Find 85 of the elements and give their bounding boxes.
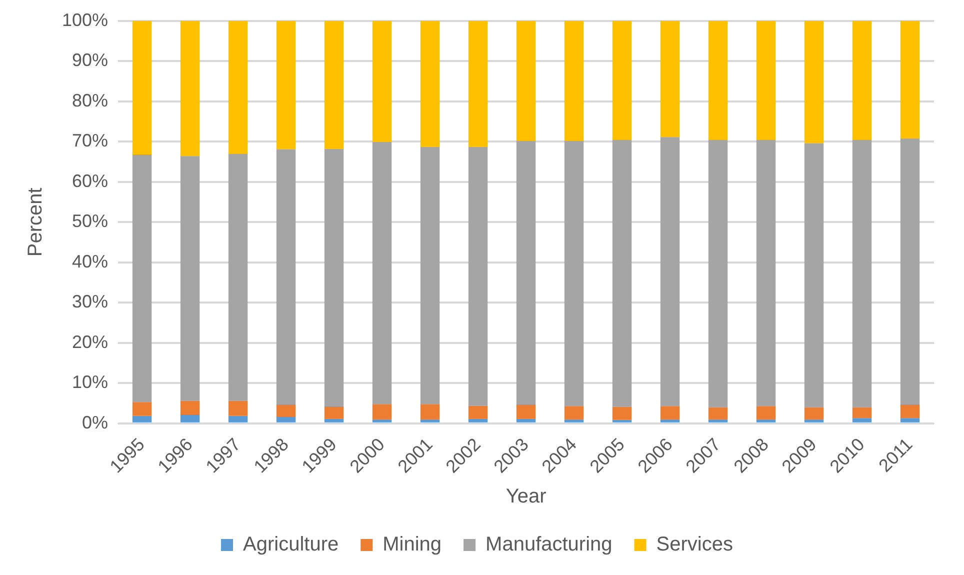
bar [516,404,536,419]
y-tick-label: 40% [72,251,108,272]
bar [900,138,920,404]
y-tick-label: 0% [82,412,108,432]
bar [756,20,776,140]
legend-label: Manufacturing [486,534,612,556]
legend-label: Mining [382,534,442,556]
bar [372,419,392,422]
bar [468,146,488,406]
bar [468,20,488,147]
bar [420,404,440,420]
y-tick-label: 50% [72,211,108,232]
bar [516,140,536,404]
bar [564,419,584,422]
bar [516,418,536,422]
bar [852,407,872,418]
bar [756,406,776,420]
bar [516,20,536,141]
bar [276,20,296,150]
y-tick-label: 20% [72,332,108,352]
bar [708,20,728,140]
bar [804,407,824,420]
bar [324,20,344,149]
bar [564,406,584,420]
bar [420,146,440,404]
bar [372,142,392,404]
bar [756,419,776,422]
bar [324,406,344,419]
bar [708,140,728,408]
bar [276,149,296,404]
bar [708,407,728,420]
bar [708,419,728,422]
bar [804,143,824,408]
y-tick-label: 30% [72,292,108,312]
bar [756,140,776,406]
bar [132,20,152,154]
bar [612,420,632,422]
bar [180,20,200,156]
bar [900,404,920,418]
bar [372,20,392,142]
bar [804,20,824,144]
bar [660,419,680,422]
bar [372,404,392,420]
bar [900,418,920,422]
y-tick-label: 60% [72,170,108,191]
y-tick-label: 80% [72,90,108,110]
bar [132,154,152,402]
bar [468,406,488,419]
bar [324,418,344,422]
bar [804,419,824,422]
legend-label: Agriculture [243,534,339,556]
bar [564,140,584,406]
bar [468,418,488,422]
bar [180,156,200,401]
bar [228,416,248,422]
bar [180,400,200,415]
bar [276,404,296,417]
bar [660,20,680,138]
bar [228,154,248,401]
bar [324,148,344,406]
bar [564,20,584,141]
bar [132,402,152,416]
y-axis-title: Percent [24,187,47,257]
bar [660,137,680,406]
bar [276,416,296,422]
bar [612,140,632,407]
bar [612,406,632,420]
legend-label: Services [656,534,733,556]
bar [180,414,200,422]
bar [900,20,920,138]
bar [852,140,872,408]
y-tick-label: 90% [72,50,108,70]
bar [612,20,632,140]
y-tick-label: 10% [72,372,108,392]
bar [420,419,440,422]
bar [420,20,440,147]
x-axis-title: Year [506,486,547,508]
bar [132,416,152,422]
bar [228,20,248,154]
bar [660,406,680,420]
y-tick-label: 70% [72,130,108,151]
y-tick-label: 100% [62,10,108,30]
bar [228,400,248,416]
bar [852,418,872,422]
bar [852,20,872,140]
